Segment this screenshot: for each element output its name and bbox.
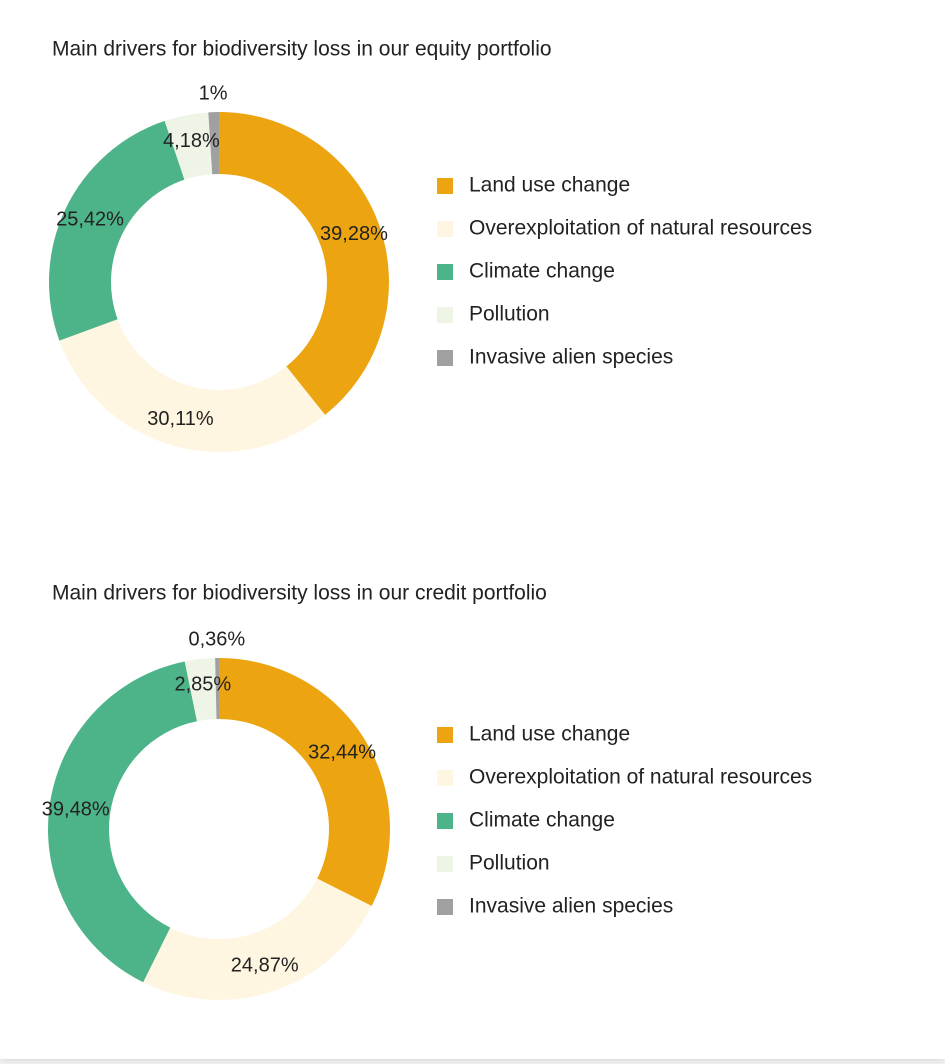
data-label: 1% xyxy=(199,82,228,104)
data-label: 0,36% xyxy=(189,628,246,650)
legend-label: Land use change xyxy=(469,174,630,197)
legend-swatch xyxy=(437,899,453,915)
legend-label: Pollution xyxy=(469,303,550,326)
legend-label: Climate change xyxy=(469,809,615,832)
legend-swatch xyxy=(437,178,453,194)
legend-label: Invasive alien species xyxy=(469,346,673,369)
legend-label: Overexploitation of natural resources xyxy=(469,217,812,240)
legend-label: Pollution xyxy=(469,852,550,875)
legend-swatch xyxy=(437,856,453,872)
data-label: 39,48% xyxy=(42,799,110,821)
chart-title: Main drivers for biodiversity loss in ou… xyxy=(52,38,552,61)
donut-slice xyxy=(47,661,197,983)
donut-slice xyxy=(219,112,389,415)
data-label: 32,44% xyxy=(308,742,376,764)
data-label: 2,85% xyxy=(174,674,231,696)
data-label: 39,28% xyxy=(320,223,388,245)
legend-swatch xyxy=(437,221,453,237)
legend-label: Climate change xyxy=(469,260,615,283)
donut-slice xyxy=(215,658,219,720)
legend-swatch xyxy=(437,350,453,366)
donut-slice xyxy=(48,120,185,341)
donut-slice xyxy=(59,319,326,452)
data-label: 25,42% xyxy=(56,209,124,231)
legend-swatch xyxy=(437,307,453,323)
legend-label: Invasive alien species xyxy=(469,895,673,918)
legend-label: Overexploitation of natural resources xyxy=(469,766,812,789)
donut-slice xyxy=(208,112,219,175)
chart-title: Main drivers for biodiversity loss in ou… xyxy=(52,582,547,605)
donut-slice xyxy=(219,658,390,907)
legend-swatch xyxy=(437,727,453,743)
legend-swatch xyxy=(437,770,453,786)
legend-swatch xyxy=(437,813,453,829)
donut-slice xyxy=(164,112,213,180)
donut-slice xyxy=(184,658,217,722)
data-label: 24,87% xyxy=(231,954,299,976)
legend-label: Land use change xyxy=(469,723,630,746)
data-label: 4,18% xyxy=(163,130,220,152)
legend-swatch xyxy=(437,264,453,280)
donut-slice xyxy=(143,878,372,1001)
data-label: 30,11% xyxy=(147,408,214,430)
